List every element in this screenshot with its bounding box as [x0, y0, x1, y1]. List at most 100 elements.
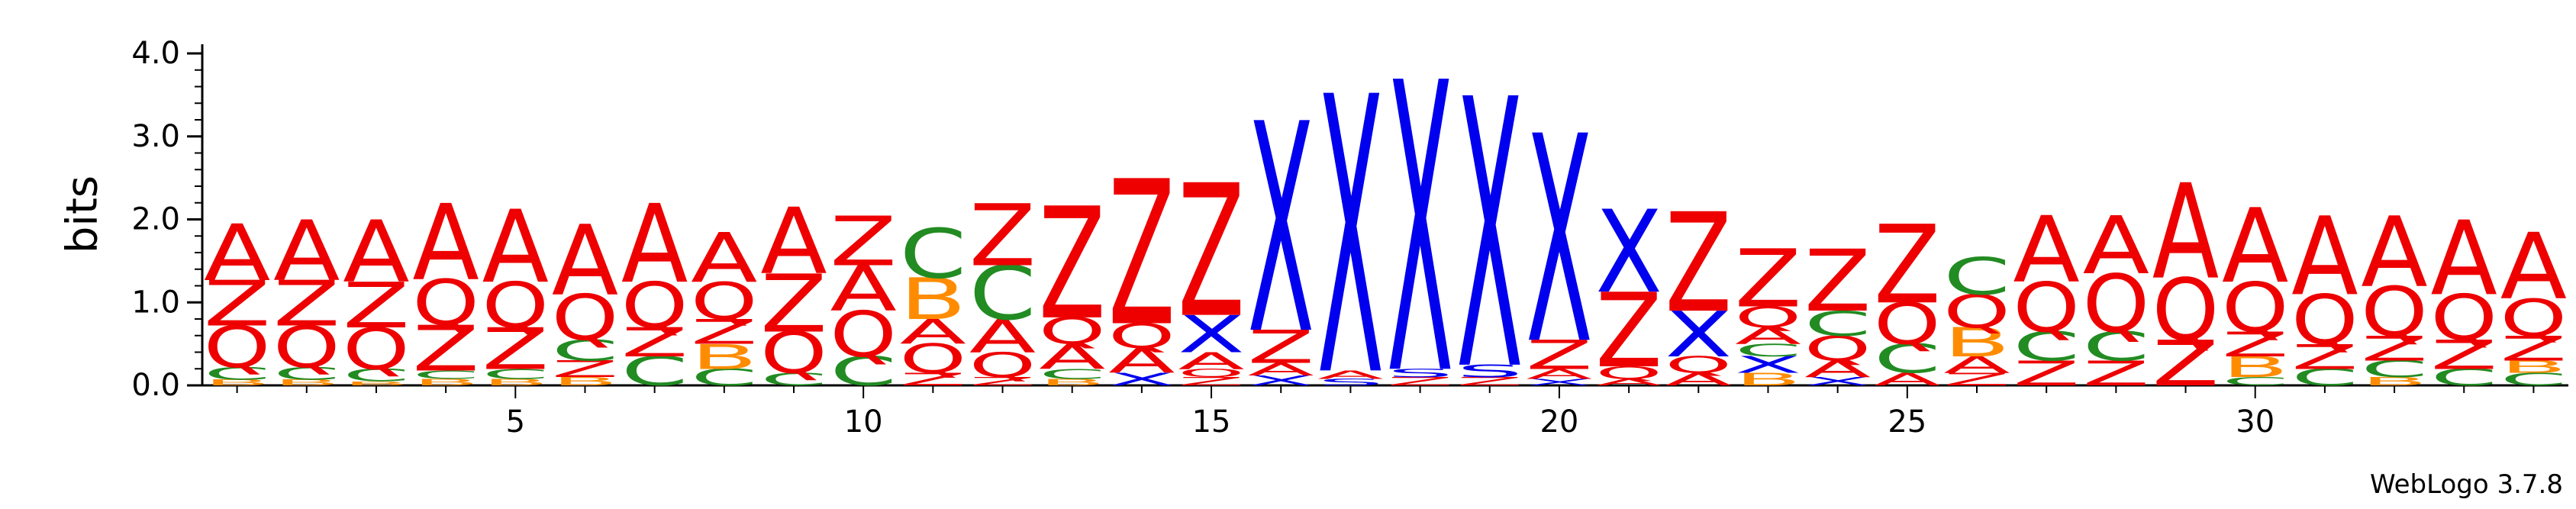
logo-letter: Q — [900, 337, 967, 383]
logo-letter: C — [2222, 375, 2289, 388]
logo-letter: B — [1735, 369, 1802, 389]
logo-letter: Z — [1665, 184, 1733, 343]
logo-letter: X — [1526, 76, 1593, 407]
logo-letter: Q — [1874, 292, 1941, 358]
y-tick-label: 2.0 — [131, 202, 180, 237]
logo-letter: Z — [273, 268, 340, 340]
logo-letter: Q — [412, 267, 479, 340]
logo-letter: Z — [1595, 271, 1662, 391]
y-tick-label: 4.0 — [131, 36, 180, 71]
logo-letter: A — [1108, 341, 1175, 381]
logo-letter: C — [273, 364, 340, 384]
x-tick-label: 20 — [1539, 404, 1578, 440]
logo-letter: Q — [204, 315, 271, 382]
logo-letter: Q — [830, 298, 897, 372]
logo-letter: Z — [1874, 202, 1941, 328]
letter-stacks: BCQZABCQZABCQZABCZQABCZQABZCQACZQACBZQAC… — [204, 0, 2567, 463]
logo-letter: A — [1039, 337, 1106, 377]
logo-letter: B — [1039, 377, 1106, 388]
x-tick-label: 25 — [1888, 404, 1926, 440]
logo-letter: C — [2500, 369, 2568, 389]
logo-letter: Z — [482, 316, 550, 382]
logo-letter: Q — [691, 272, 758, 331]
logo-letter: C — [2430, 365, 2497, 391]
logo-letter: A — [204, 209, 271, 299]
logo-letter: Q — [969, 345, 1037, 385]
logo-letter: A — [2430, 199, 2497, 319]
logo-letter: Z — [1804, 233, 1872, 331]
logo-letter: B — [2222, 351, 2289, 384]
logo-letter: Q — [2361, 272, 2428, 352]
logo-letter: Z — [760, 259, 827, 351]
logo-letter: Z — [1943, 369, 2010, 389]
logo-letter: X — [1247, 372, 1314, 388]
logo-letter: Q — [552, 282, 619, 356]
y-axis-title: bits — [58, 176, 108, 253]
logo-letter: Z — [1456, 375, 1523, 388]
logo-letter: X — [1247, 64, 1314, 398]
logo-letter: B — [273, 378, 340, 387]
logo-letter: Z — [969, 187, 1037, 285]
logo-letter: Q — [2430, 282, 2497, 356]
logo-letter: Z — [2222, 324, 2289, 364]
logo-letter: X — [1804, 375, 1872, 388]
x-axis: 5 10 15 20 25 30 — [202, 384, 2568, 440]
logo-letter: Z — [552, 356, 619, 383]
logo-letter: A — [2152, 156, 2220, 308]
logo-letter: A — [1943, 352, 2010, 379]
logo-letter: A — [1804, 356, 1872, 383]
logo-letter: Q — [1595, 363, 1662, 383]
logo-letter: A — [1735, 323, 1802, 350]
logo-letter: C — [900, 214, 967, 294]
logo-letter: Q — [2013, 268, 2080, 348]
logo-letter: Z — [830, 202, 897, 282]
logo-letter: C — [2291, 365, 2358, 391]
logo-letter: C — [2361, 356, 2428, 383]
logo-letter: Q — [2500, 288, 2568, 348]
logo-letter: C — [621, 349, 688, 395]
logo-letter: A — [412, 183, 479, 304]
logo-stack-29: ZQA — [2152, 156, 2220, 401]
logo-letter: C — [1039, 366, 1106, 382]
logo-letter: A — [760, 189, 827, 295]
logo-letter: Q — [273, 315, 340, 382]
logo-letter: C — [1804, 304, 1872, 344]
y-tick-label: 0.0 — [131, 368, 180, 403]
logo-letter: C — [482, 366, 550, 382]
logo-letter: B — [482, 377, 550, 388]
logo-letter: A — [969, 310, 1036, 363]
logo-letter: Z — [204, 268, 271, 340]
logo-letter: X — [1178, 305, 1245, 365]
logo-letter: Q — [1108, 316, 1175, 356]
y-tick-label: 3.0 — [131, 119, 180, 154]
x-tick-label: 15 — [1192, 404, 1231, 440]
logo-letter: B — [1943, 320, 2010, 366]
logo-letter: B — [552, 375, 619, 388]
logo-letter: C — [1735, 340, 1802, 360]
logo-letter: X — [1387, 0, 1454, 463]
logo-letter: Z — [2500, 329, 2568, 369]
logo-letter: C — [204, 364, 271, 384]
logo-letter: B — [900, 266, 967, 333]
logo-letter: Q — [1178, 366, 1245, 379]
logo-letter: C — [412, 369, 479, 382]
logo-letter: X — [1108, 369, 1175, 389]
logo-letter: Q — [1735, 301, 1802, 334]
logo-letter: S — [1456, 362, 1523, 382]
logo-letter: C — [830, 349, 897, 395]
logo-letter: Z — [343, 269, 410, 342]
